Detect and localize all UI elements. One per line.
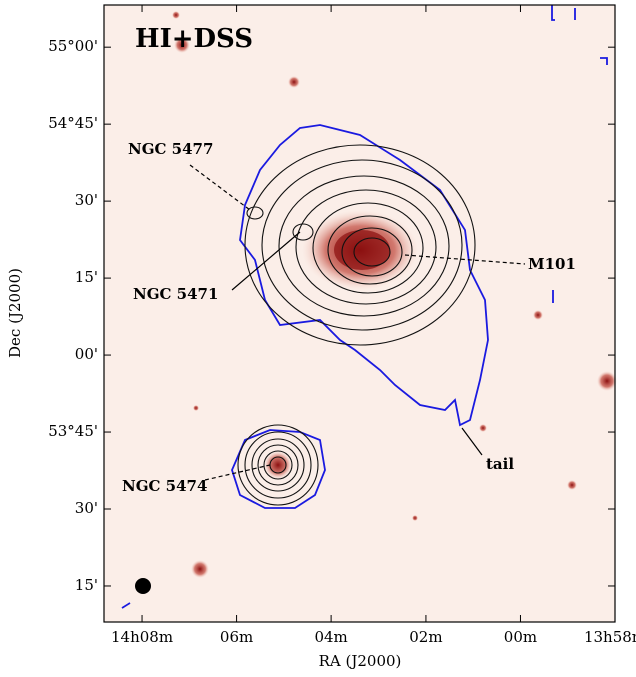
y-tick-label: 55°00' [48,37,98,55]
frame [103,4,616,623]
sky-image [104,5,615,622]
x-axis-label: RA (J2000) [319,652,402,670]
x-tick-label: 06m [220,628,253,646]
leader-lines [189,164,526,481]
annotation: M101 [528,255,576,273]
beam [135,578,151,594]
y-tick-label: 00' [75,345,98,363]
annotation: tail [486,455,514,473]
annotation: NGC 5474 [122,477,207,495]
x-tick-label: 13h58m [584,628,636,646]
annotation: NGC 5477 [128,140,213,158]
y-tick-label: 53°45' [48,422,98,440]
annotation: NGC 5471 [133,285,218,303]
y-axis-label: Dec (J2000) [6,268,24,358]
chart-title: HI+DSS [135,24,253,54]
x-tick-label: 00m [504,628,537,646]
hi-contours [237,144,476,506]
y-tick-label: 15' [75,268,98,286]
y-tick-label: 30' [75,499,98,517]
y-tick-label: 15' [75,576,98,594]
x-tick-label: 14h08m [111,628,173,646]
y-tick-label: 30' [75,191,98,209]
m101-galaxy [264,210,418,479]
x-tick-label: 02m [409,628,442,646]
y-tick-label: 54°45' [48,114,98,132]
x-tick-label: 04m [314,628,347,646]
hi-outer-contour [121,5,608,609]
stars [172,11,617,578]
